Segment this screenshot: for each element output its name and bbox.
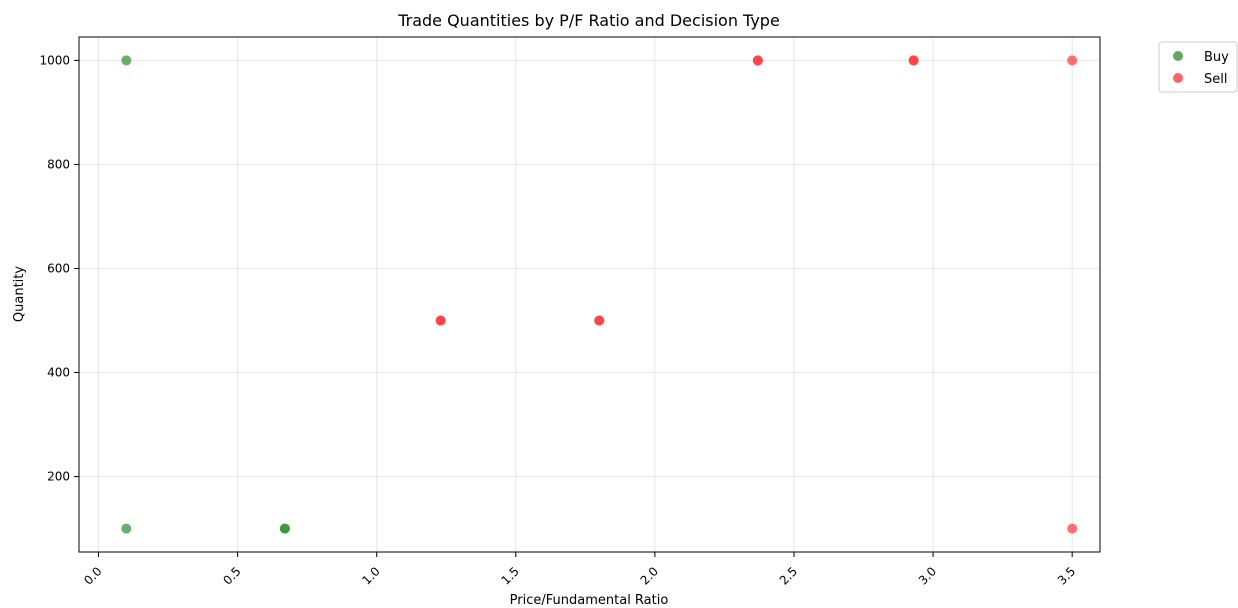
y-tick-label: 800 [47, 157, 70, 171]
x-axis-label: Price/Fundamental Ratio [510, 593, 669, 608]
x-tick-label: 2.5 [777, 564, 800, 587]
legend-marker-buy [1173, 51, 1183, 61]
data-point-sell [752, 55, 763, 66]
data-point-buy [121, 523, 132, 534]
y-ticks: 200 400 600 800 1000 [39, 53, 79, 484]
y-axis-label: Quantity [12, 266, 27, 322]
x-tick-label: 1.5 [498, 564, 521, 587]
x-tick-label: 3.0 [916, 564, 939, 587]
x-tick-label: 2.0 [638, 564, 661, 587]
chart-title: Trade Quantities by P/F Ratio and Decisi… [397, 11, 780, 30]
x-tick-label: 0.0 [81, 564, 104, 587]
data-points [121, 55, 1078, 534]
plot-frame [78, 36, 1101, 553]
data-point-sell [1067, 55, 1078, 66]
grid-lines [79, 37, 1100, 552]
legend-label-sell: Sell [1204, 72, 1227, 87]
x-tick-label: 1.0 [359, 564, 382, 587]
data-point-sell [1067, 523, 1078, 534]
x-ticks: 0.0 0.5 1.0 1.5 2.0 2.5 3.0 3.5 [81, 552, 1078, 588]
y-tick-label: 200 [47, 470, 70, 484]
data-point-sell [435, 315, 446, 326]
data-point-sell [594, 315, 605, 326]
x-tick-label: 3.5 [1055, 564, 1078, 587]
data-point-buy [121, 55, 132, 66]
x-tick-label: 0.5 [220, 564, 243, 587]
legend-marker-sell [1173, 73, 1183, 83]
legend: Buy Sell [1158, 41, 1238, 93]
y-tick-label: 1000 [39, 53, 70, 67]
y-tick-label: 400 [47, 366, 70, 380]
y-tick-label: 600 [47, 261, 70, 275]
data-point-buy [279, 523, 290, 534]
data-point-sell [908, 55, 919, 66]
legend-label-buy: Buy [1204, 50, 1229, 65]
